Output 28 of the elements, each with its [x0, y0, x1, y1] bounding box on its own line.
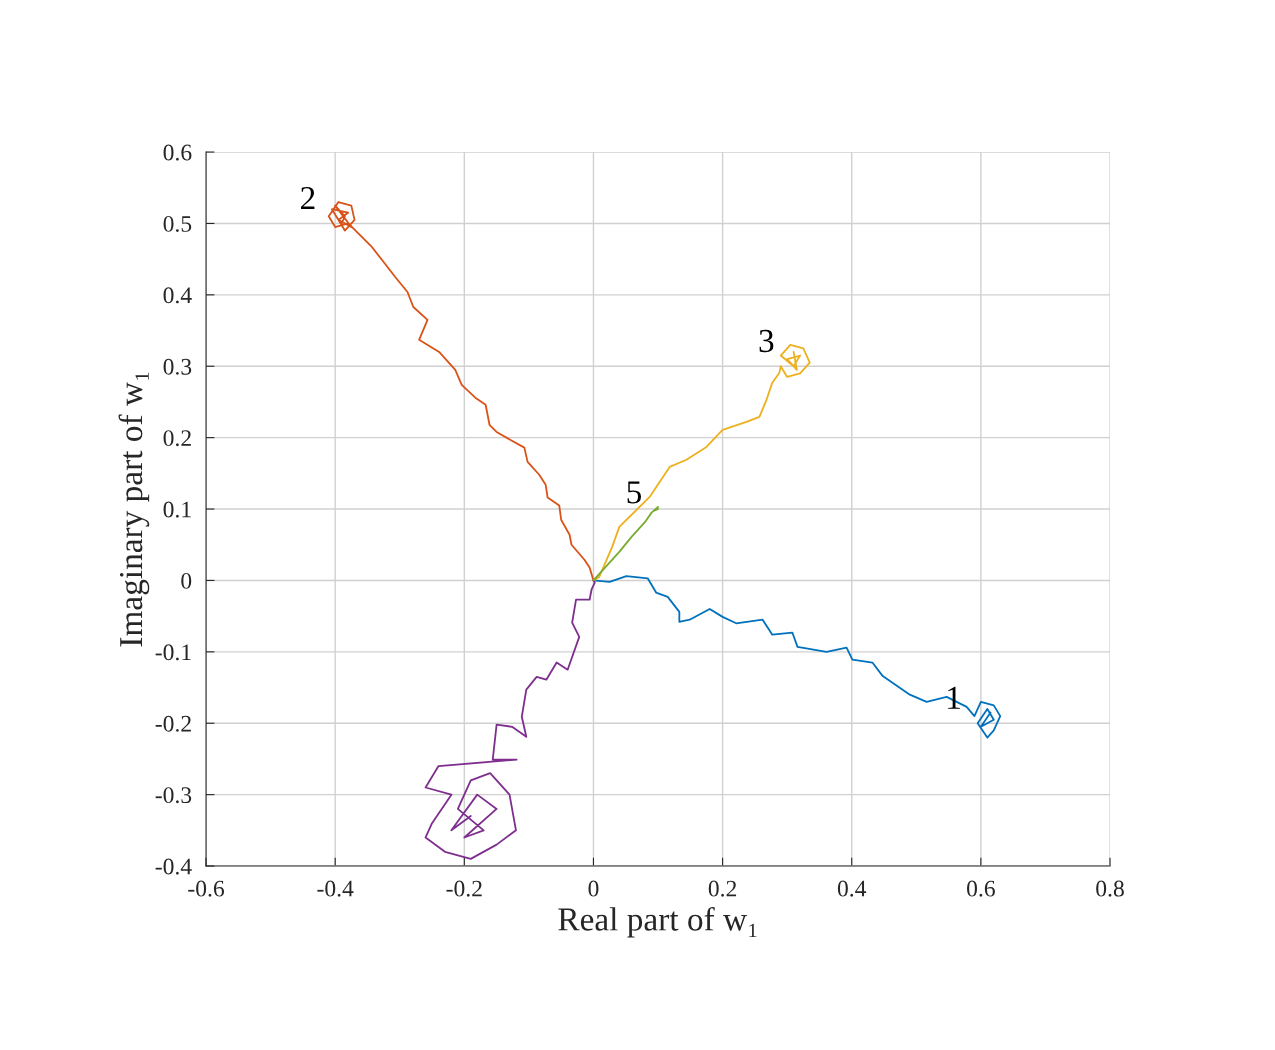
y-tick-label: 0.6 [163, 144, 192, 161]
x-tick-label: -0.6 [188, 880, 225, 897]
y-tick-label: 0 [181, 572, 192, 589]
y-tick-label: -0.1 [155, 644, 191, 661]
x-tick-label: -0.2 [446, 880, 482, 897]
y-tick-label: -0.4 [155, 858, 192, 875]
y-tick-label: 0.3 [163, 358, 192, 375]
annotation: 3 [759, 329, 774, 353]
x-tick-label: -0.4 [317, 880, 354, 897]
y-tick-label: 0.5 [163, 215, 192, 232]
x-tick-label: 0.8 [1096, 880, 1124, 897]
y-tick-label: 0.4 [163, 287, 192, 304]
annotation: 5 [627, 481, 641, 504]
y-tick-label: -0.2 [155, 715, 191, 732]
x-tick-label: 0.6 [967, 880, 995, 897]
x-tick-label: 0.2 [708, 880, 737, 897]
y-tick-label: 0.2 [163, 430, 191, 447]
y-tick-label: -0.3 [155, 787, 192, 804]
x-axis-title: Real part of w₁ [558, 906, 757, 938]
line-series [592, 505, 659, 582]
annotation: 2 [301, 186, 315, 210]
line-series [424, 579, 596, 860]
line-series [327, 201, 595, 582]
y-tick-label: 0.1 [163, 501, 191, 518]
x-tick-label: 0.4 [837, 880, 867, 897]
x-tick-label: 0 [588, 880, 599, 897]
y-axis-title: Imaginary part of w₁ [118, 372, 150, 647]
line-series [592, 575, 1002, 739]
